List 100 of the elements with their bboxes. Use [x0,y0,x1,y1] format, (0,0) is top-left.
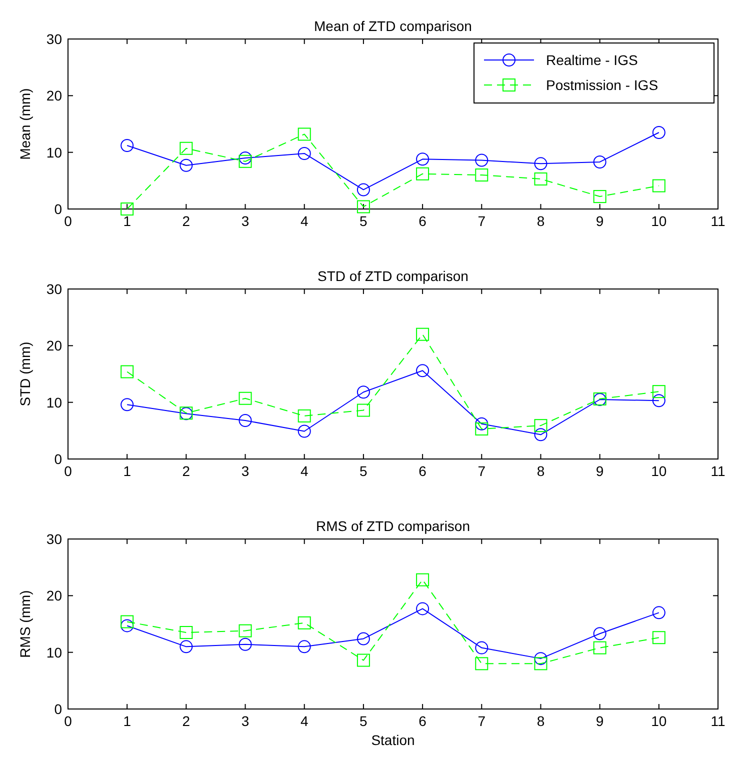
y-axis-title: Mean (mm) [17,88,33,160]
x-tick-label: 6 [418,713,427,729]
y-tick-label: 20 [46,338,62,354]
point [238,152,252,164]
x-tick-label: 6 [418,463,427,479]
chart-title: Mean of ZTD comparison [314,18,472,34]
x-tick-label: 10 [651,463,667,479]
legend-label: Realtime - IGS [546,52,638,68]
point [238,392,252,405]
point [356,386,370,399]
point [238,414,252,427]
point [593,627,606,640]
y-tick-label: 0 [54,451,62,467]
y-tick-label: 0 [54,201,62,217]
x-tick-label: 11 [710,463,726,479]
y-tick-label: 10 [46,394,62,410]
y-tick-label: 20 [46,88,62,104]
point [652,606,666,620]
x-tick-label: 7 [478,463,486,479]
point [120,615,134,628]
point [416,573,430,586]
point [534,652,548,666]
x-tick-label: 4 [300,213,308,229]
y-tick-label: 30 [46,31,62,47]
x-tick-label: 6 [418,213,427,229]
x-tick-label: 3 [241,463,250,479]
point [298,424,311,438]
x-tick-label: 9 [596,213,604,229]
point [238,624,252,638]
point [652,631,666,644]
point [475,657,488,670]
point [180,626,193,639]
x-tick-label: 5 [360,713,368,729]
point [298,128,311,141]
x-tick-label: 4 [300,713,308,729]
x-tick-label: 3 [241,213,250,229]
x-tick-label: 4 [300,463,308,479]
x-tick-label: 0 [64,463,72,479]
point [180,640,193,654]
point [534,657,548,670]
x-tick-label: 7 [478,713,486,729]
point [652,126,666,139]
y-axis-title: RMS (mm) [17,590,33,658]
x-tick-label: 10 [651,713,667,729]
point [298,409,311,422]
x-tick-label: 2 [182,713,190,729]
x-tick-label: 10 [651,213,667,229]
point [120,365,134,378]
point [356,632,370,646]
x-tick-label: 0 [64,713,72,729]
point [475,417,488,430]
point [120,398,134,412]
point [652,385,666,398]
x-tick-label: 7 [478,213,486,229]
y-tick-label: 30 [46,531,62,547]
y-tick-label: 20 [46,588,62,604]
x-tick-label: 8 [536,213,545,229]
x-tick-label: 11 [710,213,726,229]
point [475,422,488,436]
x-tick-label: 2 [182,213,190,229]
x-tick-label: 1 [123,463,132,479]
point [356,183,370,196]
x-tick-label: 2 [182,463,190,479]
x-tick-label: 3 [241,713,250,729]
point [416,328,430,341]
x-tick-label: 0 [64,213,72,229]
point [593,155,606,168]
point [534,419,548,432]
point [593,641,606,654]
point [120,139,134,152]
y-tick-label: 10 [46,644,62,660]
point [298,146,311,160]
point [180,142,193,155]
x-tick-label: 1 [123,213,132,229]
point [416,602,430,616]
point [416,167,430,180]
x-axis-title: Station [371,732,415,748]
point [475,154,488,167]
point [180,158,193,172]
x-tick-label: 9 [596,713,604,729]
x-tick-label: 5 [360,213,368,229]
y-tick-label: 30 [46,281,62,297]
point [120,202,134,216]
x-tick-label: 11 [710,713,726,729]
point [534,157,548,170]
chart-title: RMS of ZTD comparison [316,518,470,534]
point [534,428,548,442]
point [356,404,370,417]
point [356,200,370,214]
x-tick-label: 8 [536,713,545,729]
point [298,640,311,654]
point [238,638,252,651]
point [416,152,430,166]
y-axis-title: STD (mm) [17,342,33,406]
point [593,190,606,204]
point [534,172,548,186]
point [416,364,430,378]
y-tick-label: 0 [54,701,62,717]
point [238,154,252,168]
point [652,179,666,192]
